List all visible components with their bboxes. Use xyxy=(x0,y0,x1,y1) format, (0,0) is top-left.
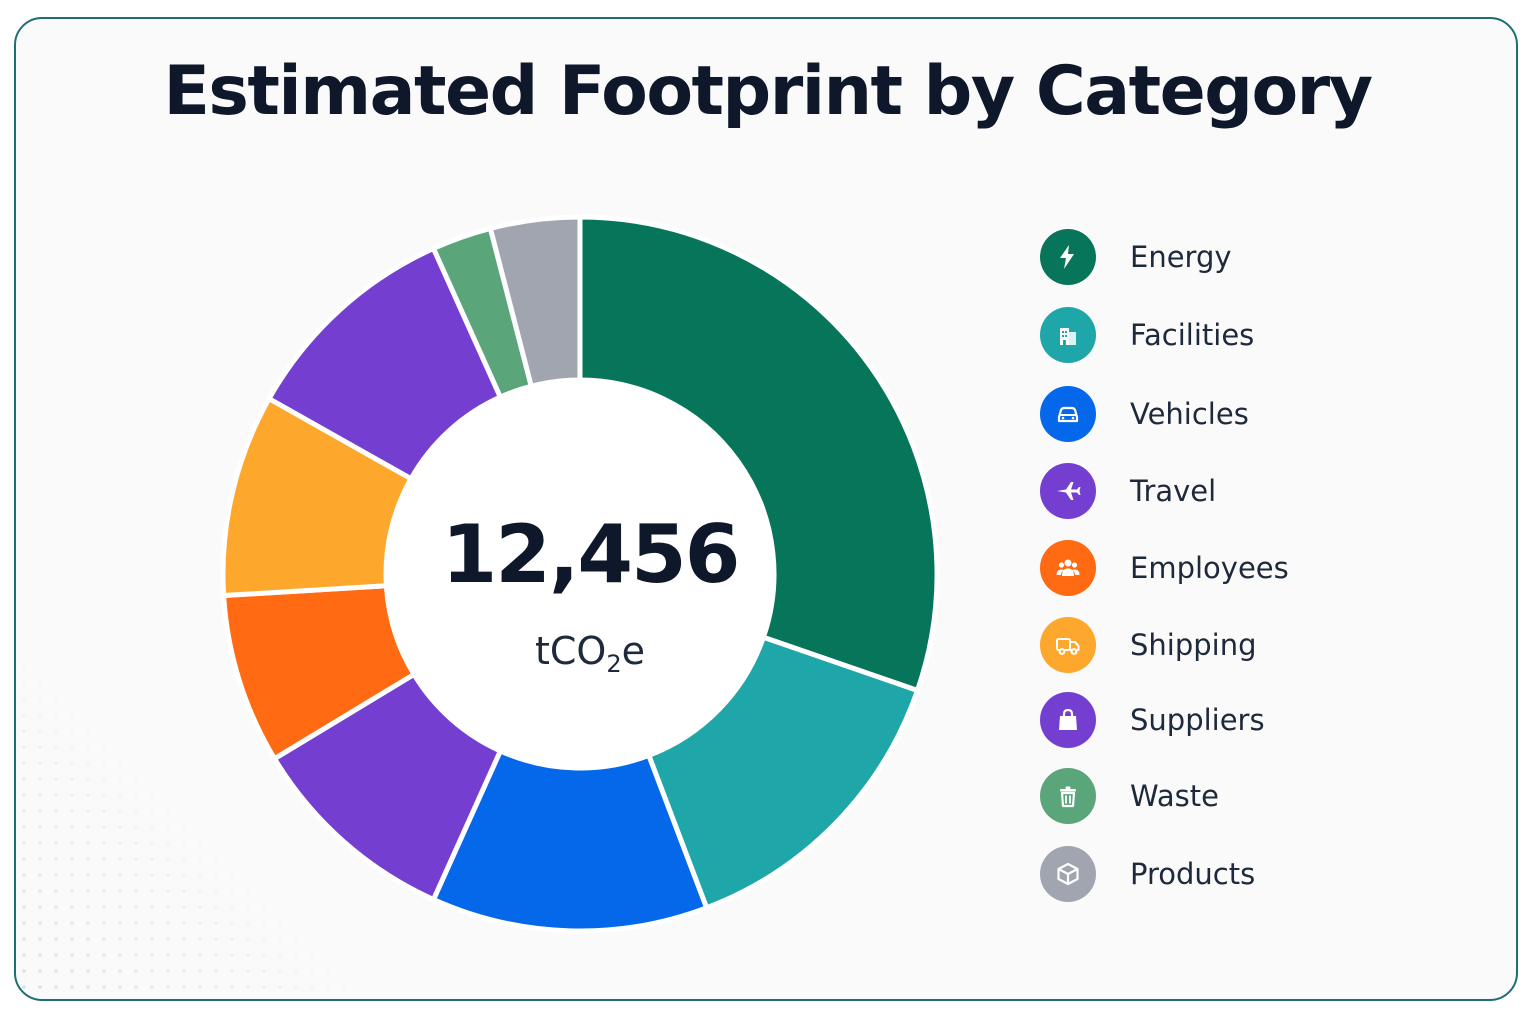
chart-title: Estimated Footprint by Category xyxy=(163,52,1373,131)
legend-label: Travel xyxy=(1130,474,1217,508)
legend-item-employees: Employees xyxy=(1040,539,1370,597)
legend-label: Shipping xyxy=(1130,628,1257,662)
legend-item-energy: Energy xyxy=(1040,228,1370,286)
truck-icon xyxy=(1040,617,1096,673)
legend-item-products: Products xyxy=(1040,845,1370,903)
legend-label: Energy xyxy=(1130,240,1232,274)
legend-item-suppliers: Suppliers xyxy=(1040,691,1370,749)
trash-icon xyxy=(1040,768,1096,824)
legend-label: Products xyxy=(1130,857,1256,891)
legend-item-waste: Waste xyxy=(1040,767,1370,825)
lightning-icon xyxy=(1040,229,1096,285)
people-icon xyxy=(1040,540,1096,596)
building-icon xyxy=(1040,307,1096,363)
legend-label: Suppliers xyxy=(1130,703,1265,737)
legend-label: Facilities xyxy=(1130,318,1255,352)
slice-facilities xyxy=(646,634,920,911)
car-icon xyxy=(1040,386,1096,442)
legend-item-facilities: Facilities xyxy=(1040,306,1370,364)
shopping-bag-icon xyxy=(1040,692,1096,748)
slice-products xyxy=(487,214,583,389)
slice-energy xyxy=(577,214,940,693)
legend-item-vehicles: Vehicles xyxy=(1040,385,1370,443)
box-icon xyxy=(1040,846,1096,902)
donut-center xyxy=(388,382,772,766)
airplane-icon xyxy=(1040,463,1096,519)
legend-label: Vehicles xyxy=(1130,397,1249,431)
legend-label: Employees xyxy=(1130,551,1289,585)
total-unit: tCO2e xyxy=(534,629,645,678)
total-value: 12,456 xyxy=(441,508,741,601)
legend-label: Waste xyxy=(1130,779,1219,813)
legend-item-shipping: Shipping xyxy=(1040,616,1370,674)
legend-item-travel: Travel xyxy=(1040,462,1370,520)
